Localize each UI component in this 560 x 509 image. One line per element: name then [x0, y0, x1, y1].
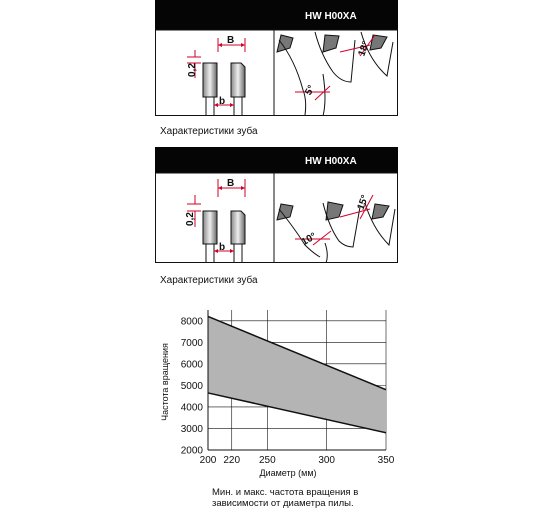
- panel-header: [155, 0, 398, 30]
- dim-02: 0,2: [185, 212, 196, 226]
- angle-top: 18°: [357, 40, 373, 58]
- angle-bottom: 10°: [300, 231, 319, 248]
- y-tick-label: 4000: [181, 402, 204, 413]
- y-tick-label: 2000: [181, 446, 204, 457]
- tooth-panel-2: HW H00XA B 0,2 b 15° 10°: [155, 147, 398, 263]
- x-tick-label: 200: [200, 455, 217, 466]
- caption-2: Характеристики зуба: [160, 275, 258, 286]
- panel-title: HW H00XA: [305, 156, 357, 167]
- rpm-band: [208, 316, 386, 433]
- tooth-diagram-1: HW H00XA B 0,2 b: [155, 0, 398, 116]
- angle-top: 15°: [356, 194, 372, 212]
- dim-b: b: [219, 242, 225, 253]
- x-tick-label: 220: [223, 455, 240, 466]
- min-rpm-line: [207, 392, 387, 434]
- angle-bottom: 5°: [303, 84, 317, 98]
- dim-02: 0,2: [187, 63, 198, 77]
- dim-B: B: [227, 35, 234, 46]
- y-tick-label: 6000: [181, 359, 204, 370]
- y-tick-label: 3000: [181, 424, 204, 435]
- x-tick-label: 350: [378, 455, 395, 466]
- dim-B: B: [227, 178, 234, 189]
- x-axis-label: Диаметр (мм): [259, 468, 316, 478]
- tick-labels: 200 220 250 300 350 2000 3000 4000 5000 6000 7000 8…: [181, 316, 395, 466]
- y-tick-label: 8000: [181, 316, 204, 327]
- y-tick-label: 7000: [181, 338, 204, 349]
- chart-note: Мин. и макс. частота вращения в зависимо…: [212, 487, 359, 509]
- y-axis-label: Частота вращения: [160, 343, 170, 421]
- max-rpm-line: [207, 315, 387, 391]
- x-tick-label: 250: [259, 455, 276, 466]
- rpm-chart: 200 220 250 300 350 2000 3000 4000 5000 6000 7000 8…: [160, 302, 400, 502]
- tooth-panel-1: HW H00XA B 0,2 b: [155, 0, 398, 116]
- dim-b: b: [219, 96, 225, 107]
- x-tick-label: 300: [318, 455, 335, 466]
- y-tick-label: 5000: [181, 381, 204, 392]
- axes: [207, 310, 386, 451]
- caption-1: Характеристики зуба: [160, 126, 258, 137]
- tooth-diagram-2: HW H00XA B 0,2 b 15° 10°: [155, 147, 398, 263]
- rpm-chart-svg: 200 220 250 300 350 2000 3000 4000 5000 6000 7000 8…: [160, 310, 395, 478]
- panel-title: HW H00XA: [305, 11, 357, 22]
